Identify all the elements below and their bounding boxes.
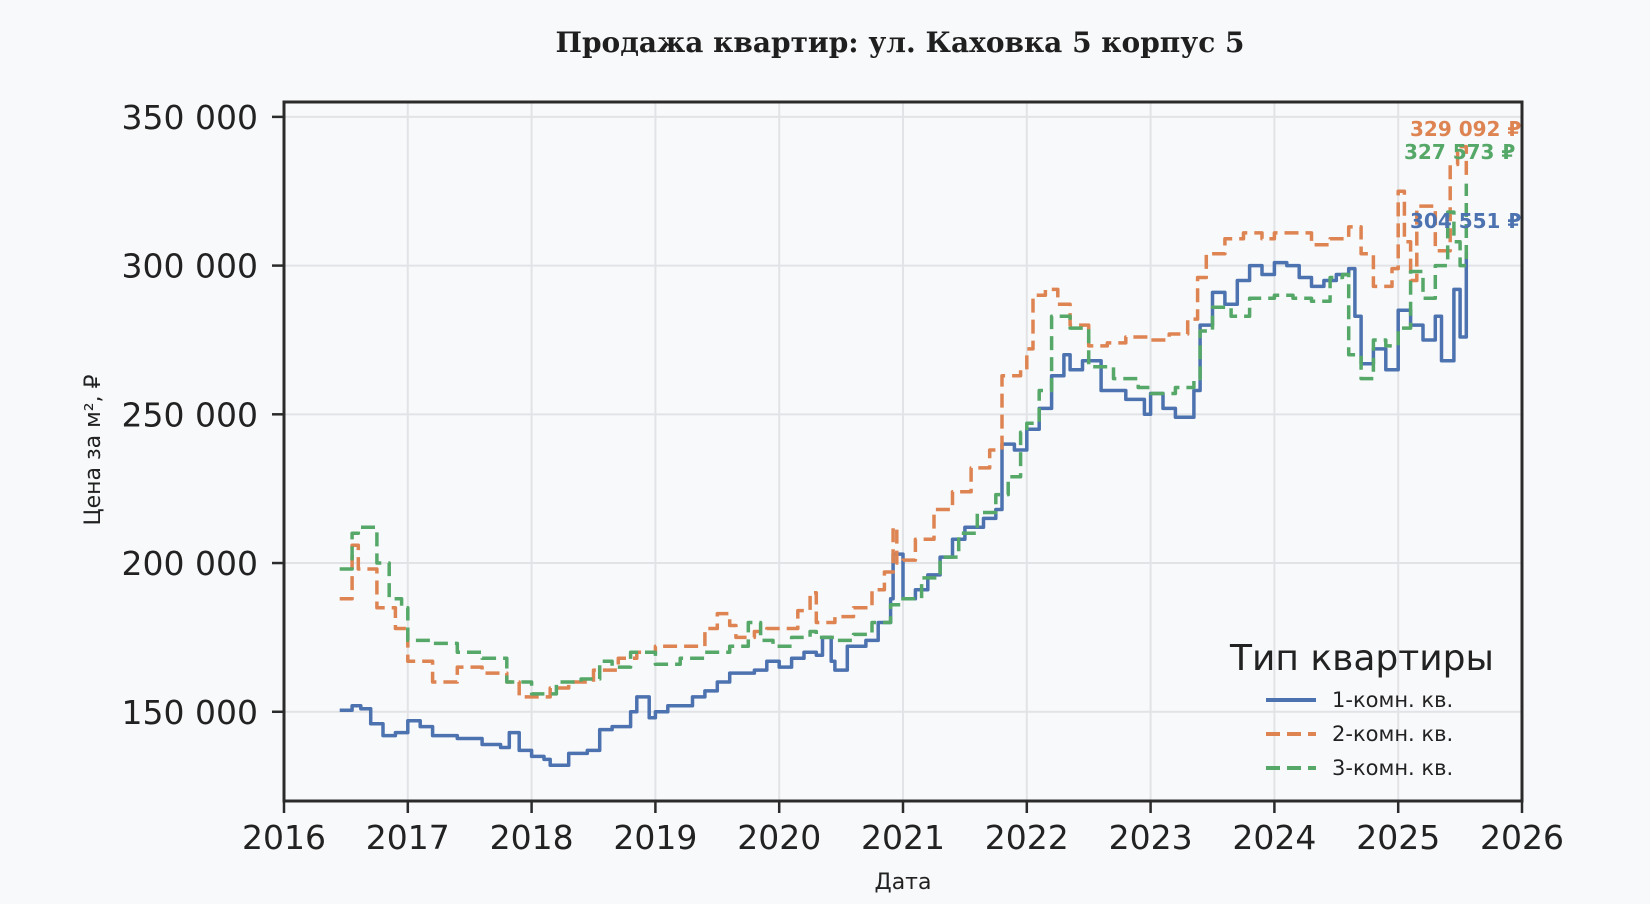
- series-end-label-1: 304 551 ₽: [1410, 209, 1521, 233]
- end-labels: 304 551 ₽ 329 092 ₽327 573 ₽: [1404, 117, 1521, 233]
- legend-label-1: 1-комн. кв.: [1332, 688, 1453, 712]
- x-axis: 2016 2017 2018 2019 2020 2021 2022 2023 2024 2025…: [242, 801, 1564, 857]
- chart-title: Продажа квартир: ул. Каховка 5 корпус 5: [556, 26, 1245, 59]
- y-tick-label: 200 000: [122, 544, 258, 583]
- x-tick-label: 2024: [1232, 818, 1316, 857]
- y-axis-label: Цена за м², ₽: [81, 374, 106, 525]
- legend-title: Тип квартиры: [1229, 638, 1494, 679]
- x-tick-label: 2019: [613, 818, 697, 857]
- x-tick-label: 2021: [861, 818, 945, 857]
- series-end-label-3: 327 573 ₽: [1404, 140, 1515, 164]
- series-line-1: [339, 252, 1469, 768]
- legend-label-2: 2-комн. кв.: [1332, 722, 1453, 746]
- y-tick-label: 350 000: [122, 98, 258, 137]
- x-axis-label: Дата: [875, 870, 932, 895]
- legend-label-3: 3-комн. кв.: [1332, 756, 1453, 780]
- series-end-label-2: 329 092 ₽: [1410, 117, 1521, 141]
- x-tick-label: 2016: [242, 818, 326, 857]
- x-tick-label: 2026: [1480, 818, 1564, 857]
- x-tick-label: 2023: [1109, 818, 1193, 857]
- x-tick-label: 2022: [985, 818, 1069, 857]
- y-tick-label: 300 000: [122, 247, 258, 286]
- x-tick-label: 2018: [490, 818, 574, 857]
- y-axis: 150 000 200 000 250 000 300 000 350 000: [122, 98, 284, 732]
- legend-items: 1-комн. кв. 2-комн. кв. 3-комн. кв.: [1266, 688, 1453, 780]
- legend: Тип квартиры 1-комн. кв. 2-комн. кв. 3-ком…: [1229, 638, 1494, 780]
- y-tick-label: 150 000: [122, 693, 258, 732]
- series-line-3: [339, 183, 1469, 696]
- y-tick-label: 250 000: [122, 395, 258, 434]
- series-layer: [339, 144, 1469, 768]
- x-tick-label: 2025: [1356, 818, 1440, 857]
- series-line-2: [339, 144, 1469, 699]
- x-tick-label: 2017: [366, 818, 450, 857]
- x-tick-label: 2020: [737, 818, 821, 857]
